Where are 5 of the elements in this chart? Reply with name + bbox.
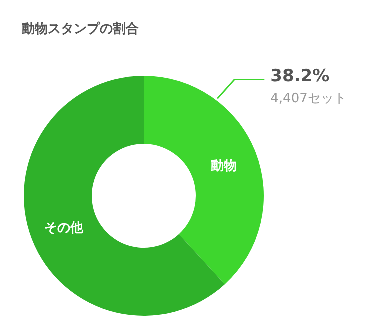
chart-title: 動物スタンプの割合 (21, 21, 139, 37)
slice-label: 動物 (210, 158, 238, 174)
slice-label: その他 (44, 221, 84, 236)
data-label: 38.2% (270, 66, 330, 87)
text: 4,407セット (270, 92, 347, 107)
